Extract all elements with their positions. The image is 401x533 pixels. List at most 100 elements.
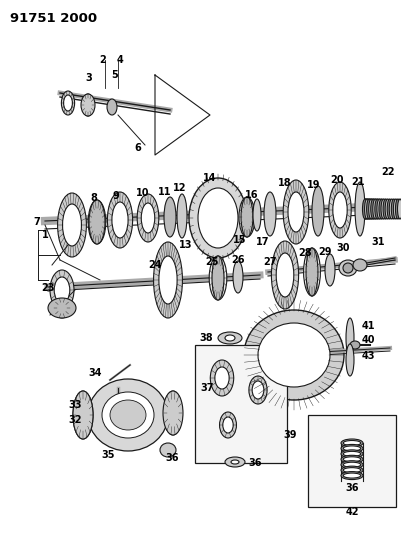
Ellipse shape: [158, 256, 177, 304]
Ellipse shape: [332, 192, 346, 228]
Ellipse shape: [303, 248, 320, 296]
Ellipse shape: [340, 455, 362, 463]
Ellipse shape: [63, 95, 72, 111]
Ellipse shape: [345, 344, 353, 376]
Ellipse shape: [212, 264, 223, 292]
Ellipse shape: [219, 412, 236, 438]
Text: 37: 37: [200, 383, 213, 393]
Text: 29: 29: [318, 247, 331, 257]
Ellipse shape: [91, 208, 102, 236]
Ellipse shape: [164, 197, 176, 237]
Ellipse shape: [340, 439, 362, 447]
Ellipse shape: [342, 440, 360, 446]
Ellipse shape: [50, 270, 74, 310]
Ellipse shape: [263, 192, 275, 236]
Text: 42: 42: [344, 507, 358, 517]
Ellipse shape: [342, 446, 360, 451]
Ellipse shape: [176, 194, 186, 238]
Ellipse shape: [153, 242, 182, 318]
Text: 39: 39: [283, 430, 296, 440]
Text: 14: 14: [203, 173, 216, 183]
Text: 36: 36: [248, 458, 261, 468]
Text: 36: 36: [344, 483, 358, 493]
Text: 91751 2000: 91751 2000: [10, 12, 97, 25]
Ellipse shape: [305, 248, 317, 296]
Text: 6: 6: [134, 143, 141, 153]
Ellipse shape: [73, 391, 93, 439]
Ellipse shape: [231, 460, 239, 464]
Text: 19: 19: [306, 180, 320, 190]
Ellipse shape: [141, 203, 154, 233]
Ellipse shape: [384, 199, 389, 219]
Text: 18: 18: [277, 178, 291, 188]
Ellipse shape: [287, 192, 303, 232]
Ellipse shape: [107, 192, 132, 248]
Ellipse shape: [48, 298, 76, 318]
Ellipse shape: [311, 186, 323, 236]
Ellipse shape: [160, 443, 176, 457]
Text: 20: 20: [330, 175, 343, 185]
Ellipse shape: [225, 335, 235, 341]
Text: 38: 38: [198, 333, 212, 343]
Ellipse shape: [239, 197, 254, 237]
Ellipse shape: [271, 241, 298, 309]
Ellipse shape: [386, 199, 391, 219]
Text: 3: 3: [85, 73, 92, 83]
Ellipse shape: [306, 257, 316, 287]
Ellipse shape: [84, 98, 91, 112]
Ellipse shape: [364, 199, 369, 219]
Ellipse shape: [241, 197, 252, 237]
Text: 40: 40: [360, 335, 374, 345]
Ellipse shape: [342, 451, 360, 456]
Text: 11: 11: [158, 187, 171, 197]
Ellipse shape: [110, 400, 146, 430]
Ellipse shape: [340, 450, 362, 458]
Ellipse shape: [167, 399, 178, 427]
Ellipse shape: [225, 457, 244, 467]
Ellipse shape: [349, 341, 359, 349]
Ellipse shape: [354, 182, 364, 236]
Ellipse shape: [210, 360, 233, 396]
Text: 25: 25: [205, 257, 218, 267]
Text: 33: 33: [68, 400, 81, 410]
Ellipse shape: [380, 199, 385, 219]
Ellipse shape: [362, 199, 367, 219]
Text: 4: 4: [116, 55, 123, 65]
Ellipse shape: [241, 204, 251, 230]
Ellipse shape: [209, 256, 226, 300]
Ellipse shape: [275, 253, 293, 297]
Ellipse shape: [102, 392, 154, 438]
Ellipse shape: [340, 466, 362, 474]
Text: 1: 1: [42, 230, 48, 240]
Ellipse shape: [338, 260, 356, 276]
Ellipse shape: [372, 199, 377, 219]
Ellipse shape: [376, 199, 381, 219]
Ellipse shape: [257, 323, 329, 387]
Ellipse shape: [282, 180, 308, 244]
Text: 17: 17: [255, 237, 269, 247]
Ellipse shape: [395, 199, 399, 219]
Ellipse shape: [88, 200, 105, 244]
Text: 2: 2: [99, 55, 106, 65]
Text: 10: 10: [136, 188, 150, 198]
Text: 13: 13: [179, 240, 192, 250]
Text: 15: 15: [233, 235, 246, 245]
Ellipse shape: [340, 461, 362, 469]
Ellipse shape: [198, 188, 237, 248]
Ellipse shape: [370, 199, 375, 219]
Ellipse shape: [107, 99, 117, 115]
Text: 31: 31: [371, 237, 384, 247]
Ellipse shape: [188, 178, 246, 258]
Ellipse shape: [76, 399, 89, 431]
Ellipse shape: [233, 261, 242, 293]
Ellipse shape: [342, 473, 360, 478]
Ellipse shape: [243, 310, 343, 400]
Ellipse shape: [368, 199, 373, 219]
Ellipse shape: [81, 94, 95, 116]
Ellipse shape: [397, 199, 401, 219]
Text: 35: 35: [101, 450, 114, 460]
Text: 26: 26: [231, 255, 244, 265]
Ellipse shape: [217, 332, 241, 344]
Ellipse shape: [340, 445, 362, 453]
Bar: [307, 415, 395, 507]
